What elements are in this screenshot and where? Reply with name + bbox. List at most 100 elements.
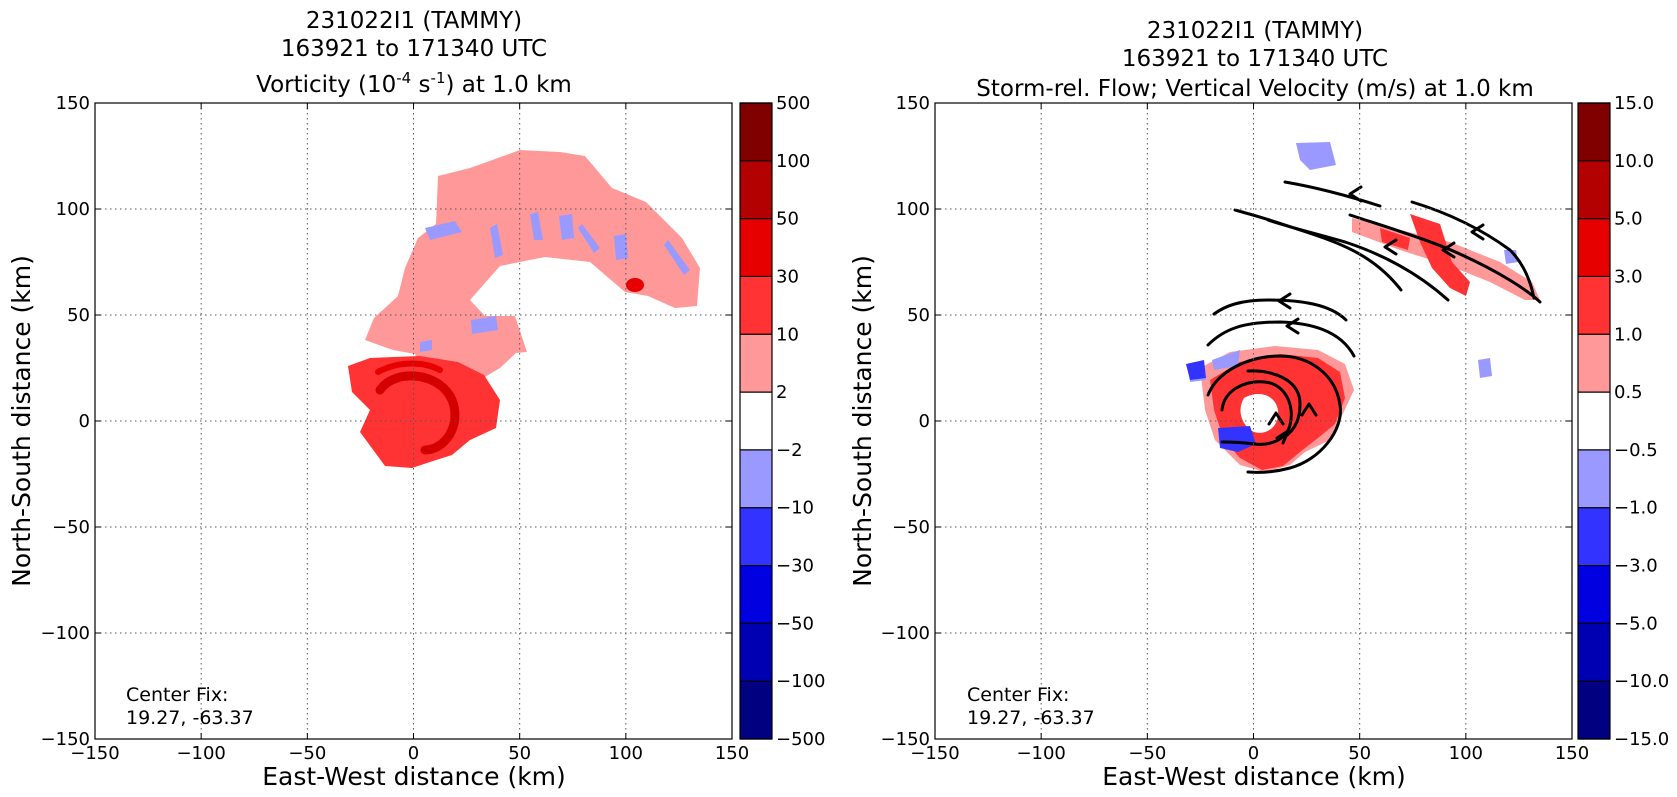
colorbar-swatch <box>1578 103 1610 161</box>
colorbar-tick-label: 15.0 <box>1614 93 1654 114</box>
colorbar-tick-label: −15.0 <box>1614 729 1669 750</box>
y-tick-label: −50 <box>892 517 930 538</box>
vorticity-negative-patch <box>530 212 543 240</box>
colorbar-tick-label: 5.0 <box>1614 209 1643 230</box>
right-colorbar: −15.0 −10.0 −5.0 −3.0 −1.0 −0.5 0.5 1.0 3.0 5.0 10… <box>1577 93 1669 750</box>
right-title-line-3: Storm-rel. Flow; Vertical Velocity (m/s)… <box>976 76 1534 102</box>
streamline-arrowheads <box>1267 185 1485 445</box>
colorbar-swatch <box>740 103 772 161</box>
y-tick-label: −150 <box>41 729 90 750</box>
velocity-upward-band-core <box>1410 214 1470 296</box>
x-tick-label: 150 <box>715 743 749 764</box>
colorbar-tick-label: 30 <box>776 266 799 287</box>
colorbar-tick-label: −2 <box>776 440 803 461</box>
left-title-line-2: 163921 to 171340 UTC <box>281 36 547 62</box>
streamlines <box>1206 180 1542 474</box>
y-tick-label: 50 <box>907 305 930 326</box>
vorticity-field <box>348 150 700 468</box>
right-axis-ticks: −150 −100 −50 0 50 100 150 −150 −100 −50 0 50 100 150 <box>881 93 1590 764</box>
streamline <box>1212 298 1348 322</box>
colorbar-tick-label: −1.0 <box>1614 498 1658 519</box>
arrowhead <box>1300 402 1318 417</box>
vorticity-negative-patch <box>664 240 690 275</box>
arrowhead <box>1285 317 1300 335</box>
colorbar-tick-label: 2 <box>776 382 787 403</box>
x-tick-label: 0 <box>408 743 419 764</box>
vorticity-negative-patches <box>420 212 690 352</box>
colorbar-swatch <box>740 507 772 566</box>
streamline <box>1220 380 1293 446</box>
left-plot-area: −150 −100 −50 0 50 100 150 −150 −100 −50 0 50 100 150 <box>41 93 750 764</box>
x-tick-label: −150 <box>70 743 119 764</box>
streamline <box>1246 369 1302 438</box>
colorbar-swatch <box>1578 681 1610 739</box>
x-tick-label: −100 <box>176 743 225 764</box>
right-ylabel: North-South distance (km) <box>848 255 877 587</box>
colorbar-frame <box>1577 102 1611 740</box>
vorticity-negative-patch <box>490 224 503 258</box>
colorbar-swatch <box>740 565 772 624</box>
velocity-downward-patch <box>1212 350 1240 370</box>
streamline <box>1266 218 1450 302</box>
y-tick-label: 150 <box>56 93 90 114</box>
colorbar-swatch <box>740 160 772 219</box>
arrowhead <box>1277 292 1292 310</box>
colorbar-swatch <box>1578 449 1610 508</box>
vorticity-negative-patch <box>471 316 498 334</box>
left-gridlines <box>95 103 732 739</box>
colorbar-tick-label: −30 <box>776 556 814 577</box>
x-tick-label: 50 <box>508 743 531 764</box>
vorticity-negative-patch <box>420 340 432 352</box>
x-tick-label: 100 <box>609 743 643 764</box>
colorbar-tick-label: −100 <box>776 671 825 692</box>
arrowhead <box>1441 241 1456 259</box>
left-axis-ticks: −150 −100 −50 0 50 100 150 −150 −100 −50 0 50 100 150 <box>41 93 750 764</box>
vorticity-negative-patch <box>614 234 628 260</box>
colorbar-swatch <box>1578 392 1610 450</box>
left-center-fix-label: Center Fix: <box>126 684 228 706</box>
colorbar-swatch <box>740 449 772 508</box>
velocity-downward-patch <box>1478 358 1492 378</box>
x-tick-label: 100 <box>1449 743 1483 764</box>
y-tick-label: 50 <box>67 305 90 326</box>
colorbar-tick-label: 10 <box>776 324 799 345</box>
vorticity-negative-patch <box>425 221 462 240</box>
left-ylabel: North-South distance (km) <box>7 255 36 587</box>
vorticity-weak-positive-region <box>365 150 700 380</box>
velocity-downward-strong-patch <box>1186 360 1206 380</box>
colorbar-swatch <box>1578 334 1610 393</box>
y-tick-label: −100 <box>881 623 930 644</box>
y-tick-label: 0 <box>919 411 930 432</box>
colorbar-tick-label: 100 <box>776 151 810 172</box>
right-center-fix-value: 19.27, -63.37 <box>967 707 1095 729</box>
x-tick-label: −50 <box>1128 743 1166 764</box>
right-center-fix-label: Center Fix: <box>967 684 1069 706</box>
x-tick-label: −100 <box>1016 743 1065 764</box>
colorbar-tick-label: −3.0 <box>1614 556 1658 577</box>
vorticity-negative-patch <box>578 224 600 253</box>
arrowhead <box>1267 411 1285 426</box>
left-title-line-1: 231022I1 (TAMMY) <box>306 8 522 34</box>
x-tick-label: −150 <box>910 743 959 764</box>
colorbar-swatch <box>1578 565 1610 624</box>
x-tick-label: 50 <box>1348 743 1371 764</box>
velocity-downward-patch <box>1296 142 1336 170</box>
left-title-line-3: Vorticity (10-4 s-1) at 1.0 km <box>256 69 572 98</box>
colorbar-tick-label: −5.0 <box>1614 613 1658 634</box>
colorbar-tick-label: 0.5 <box>1614 382 1643 403</box>
colorbar-swatch <box>740 681 772 739</box>
y-tick-label: 100 <box>56 199 90 220</box>
colorbar-tick-label: 500 <box>776 93 810 114</box>
right-title-line-1: 231022I1 (TAMMY) <box>1147 18 1363 44</box>
y-tick-label: −50 <box>52 517 90 538</box>
y-tick-label: −150 <box>881 729 930 750</box>
y-tick-label: 100 <box>896 199 930 220</box>
streamline <box>1283 180 1382 208</box>
colorbar-tick-label: 3.0 <box>1614 266 1643 287</box>
colorbar-swatch <box>1578 276 1610 335</box>
streamline <box>1348 213 1542 304</box>
y-tick-label: 0 <box>79 411 90 432</box>
colorbar-frame <box>739 102 773 740</box>
streamline <box>1410 200 1536 300</box>
